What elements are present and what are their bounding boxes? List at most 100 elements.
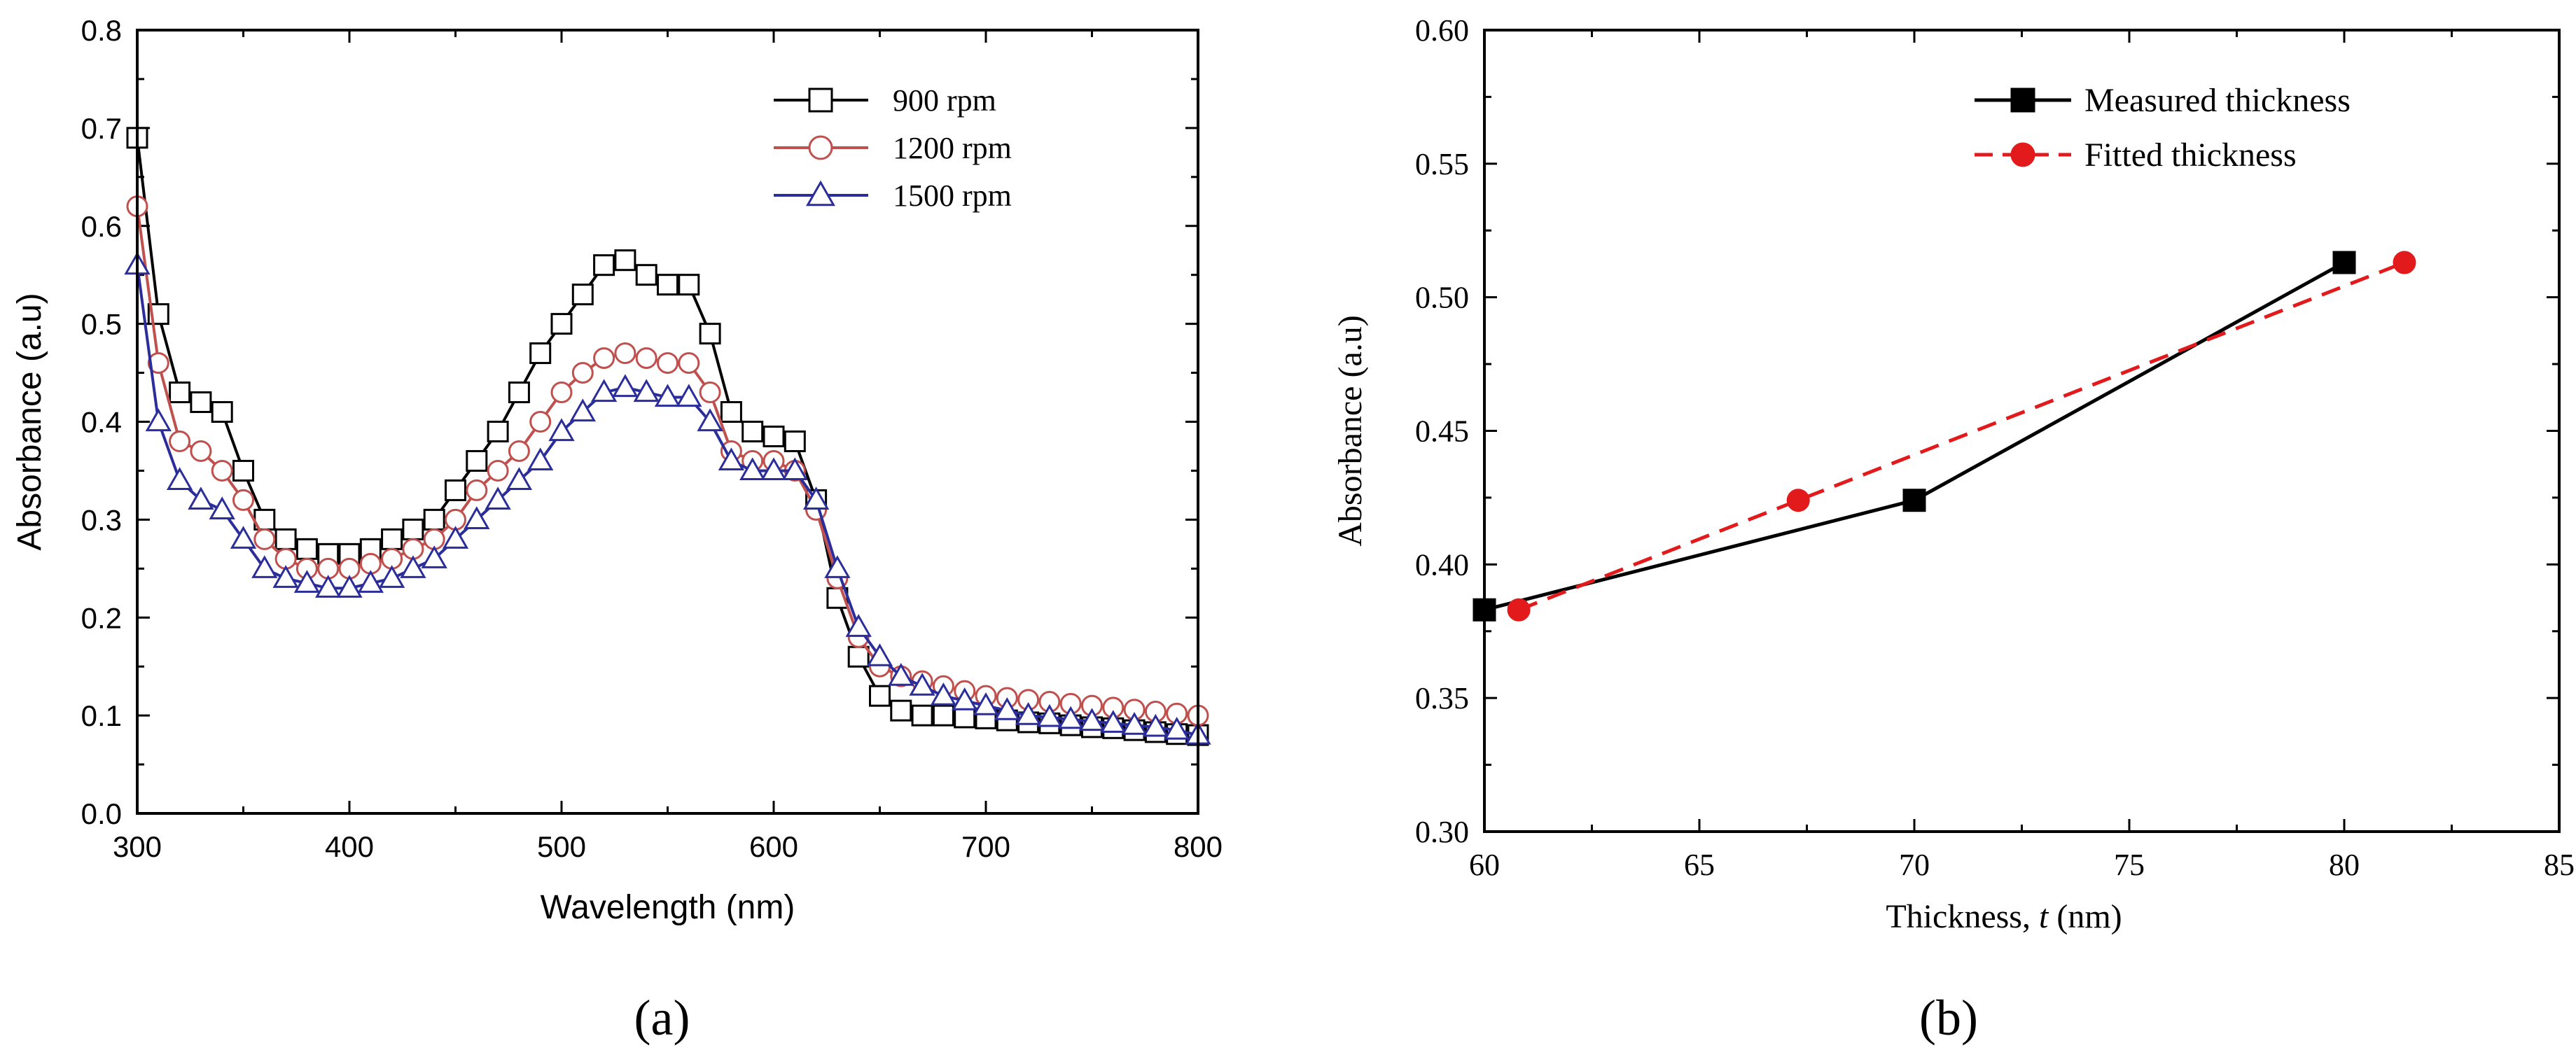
chart-a-data-point xyxy=(847,645,870,668)
chart-a-data-point xyxy=(508,440,530,462)
chart-a-data-point xyxy=(890,699,912,722)
chart-a-data-point xyxy=(381,528,403,550)
chart-b-data-point xyxy=(2393,251,2416,274)
chart-a-x-tick-label: 500 xyxy=(537,830,586,863)
chart-b-y-tick-label: 0.30 xyxy=(1415,815,1469,849)
chart-a-data-point xyxy=(442,526,469,549)
chart-a-data-point xyxy=(336,575,363,598)
chart-a-data-point xyxy=(571,284,594,306)
chart-a-data-point xyxy=(293,570,321,593)
chart-a-data-point xyxy=(952,687,978,710)
chart-a-data-point xyxy=(635,264,657,286)
chart-a-legend-label: 1200 rpm xyxy=(893,131,1012,165)
chart-a-data-point xyxy=(209,496,235,519)
chart-a-data-point xyxy=(678,274,700,296)
chart-a-data-point xyxy=(781,457,808,481)
chart-a-data-point xyxy=(866,643,893,666)
chart-a-data-point xyxy=(824,555,851,578)
chart-a-data-point xyxy=(657,274,678,296)
chart-a-data-point xyxy=(550,313,573,335)
chart-a-data-point xyxy=(550,382,573,404)
chart-a-legend-label: 1500 rpm xyxy=(893,178,1012,213)
chart-a-data-point xyxy=(466,479,488,501)
chart-a-x-tick-label: 700 xyxy=(961,830,1010,863)
chart-b-y-tick-label: 0.60 xyxy=(1415,13,1469,48)
chart-b-x-tick-label: 85 xyxy=(2544,848,2575,882)
chart-a-data-point xyxy=(166,467,193,490)
chart-a-data-point xyxy=(190,440,212,462)
chart-a-y-tick-label: 0.5 xyxy=(81,308,122,341)
chart-a-data-point xyxy=(169,382,191,404)
chart-b-series-line-2 xyxy=(1518,260,2405,612)
chart-a-y-tick-label: 0.8 xyxy=(81,14,122,47)
chart-a-y-tick-label: 0.6 xyxy=(81,210,122,243)
chart-a-axes: 300 400 500 600 700 800 0.0 0.1 0.2 0.3 0.4 0.5 0.6 0… xyxy=(81,14,1223,863)
chart-a-data-point xyxy=(506,467,533,490)
chart-a-data-point xyxy=(909,673,935,696)
chart-a-data-point xyxy=(932,704,954,727)
chart-a-y-tick-label: 0.2 xyxy=(81,601,122,634)
chart-b-y-axis-label: Absorbance (a.u) xyxy=(1332,315,1369,547)
chart-a-data-point xyxy=(529,342,552,365)
chart-a-data-point xyxy=(1100,710,1127,733)
chart-b-data-point xyxy=(2332,251,2356,274)
chart-a-legend: 900 rpm 1200 rpm 1500 rpm xyxy=(774,83,1012,213)
chart-a-data-point xyxy=(1164,716,1190,740)
chart-a-data-point xyxy=(421,545,447,568)
chart-a-data-point xyxy=(1121,711,1148,735)
chart-a-data-point xyxy=(147,352,169,374)
chart-a-y-tick-label: 0.4 xyxy=(81,406,122,439)
chart-a-x-tick-label: 300 xyxy=(113,830,162,863)
chart-a-data-point xyxy=(888,663,914,686)
chart-a-series xyxy=(124,127,1211,746)
chart-a-series-line-3 xyxy=(136,265,1199,737)
chart-a-data-point xyxy=(1078,708,1106,732)
chart-a-data-point xyxy=(633,379,660,402)
chart-b-legend-marker xyxy=(2010,142,2035,167)
chart-a-series-line-1 xyxy=(136,137,1199,737)
chart-a-data-point xyxy=(232,489,254,511)
chart-a-data-point xyxy=(211,401,233,424)
chart-a-data-point xyxy=(1015,702,1042,725)
chart-a-data-point xyxy=(464,506,490,529)
chart-b-plot-frame xyxy=(1483,29,2561,833)
chart-b-x-tick-label: 60 xyxy=(1469,848,1500,882)
chart-a-data-point xyxy=(1057,706,1084,729)
chart-a-data-point xyxy=(590,379,618,402)
chart-a-data-point xyxy=(169,430,191,452)
chart-b-series-line-1 xyxy=(1484,260,2346,612)
chart-a-data-point xyxy=(487,420,509,442)
chart-a-data-point xyxy=(569,398,596,422)
chart-b-x-tick-label: 70 xyxy=(1899,848,1930,882)
chart-a-data-point xyxy=(315,575,342,598)
chart-a-data-point xyxy=(508,382,530,404)
chart-a-data-point xyxy=(295,538,318,560)
chart-b-x-tick-label: 75 xyxy=(2114,848,2145,882)
chart-a-data-point xyxy=(527,447,554,471)
chart-b-y-tick-label: 0.35 xyxy=(1415,681,1469,715)
chart-a-data-point xyxy=(678,352,700,374)
chart-a-legend-marker xyxy=(808,88,833,113)
chart-a-data-point xyxy=(188,486,214,510)
chart-a-data-point xyxy=(1142,713,1169,737)
chart-b-y-tick-label: 0.55 xyxy=(1415,147,1469,181)
chart-b-y-tick-label: 0.45 xyxy=(1415,414,1469,449)
chart-a-data-point xyxy=(612,374,639,398)
chart-a-data-point xyxy=(230,526,257,549)
chart-b-axes: 60 65 70 75 80 85 0.30 0.35 0.40 0.45 0.50 0.55 0.60 xyxy=(1415,13,2575,882)
chart-a-plot-frame xyxy=(136,29,1199,815)
chart-a-data-point xyxy=(614,249,636,272)
chart-a-data-point xyxy=(973,692,999,715)
chart-a-data-point xyxy=(466,449,488,472)
chart-a-data-point xyxy=(402,518,424,540)
chart-a-legend-label: 900 rpm xyxy=(893,83,996,118)
chart-a-data-point xyxy=(869,685,891,707)
chart-a-y-axis-label: Absorbance (a.u) xyxy=(11,293,48,550)
chart-panel-b: 60 65 70 75 80 85 0.30 0.35 0.40 0.45 0.50 0.55 0.60… xyxy=(1332,13,2575,1046)
chart-a-legend-marker xyxy=(808,135,833,160)
panel-label-b: (b) xyxy=(1919,990,1978,1046)
panel-label-a: (a) xyxy=(634,990,690,1046)
chart-a-data-point xyxy=(697,408,723,432)
chart-b-data-point xyxy=(1507,598,1531,622)
